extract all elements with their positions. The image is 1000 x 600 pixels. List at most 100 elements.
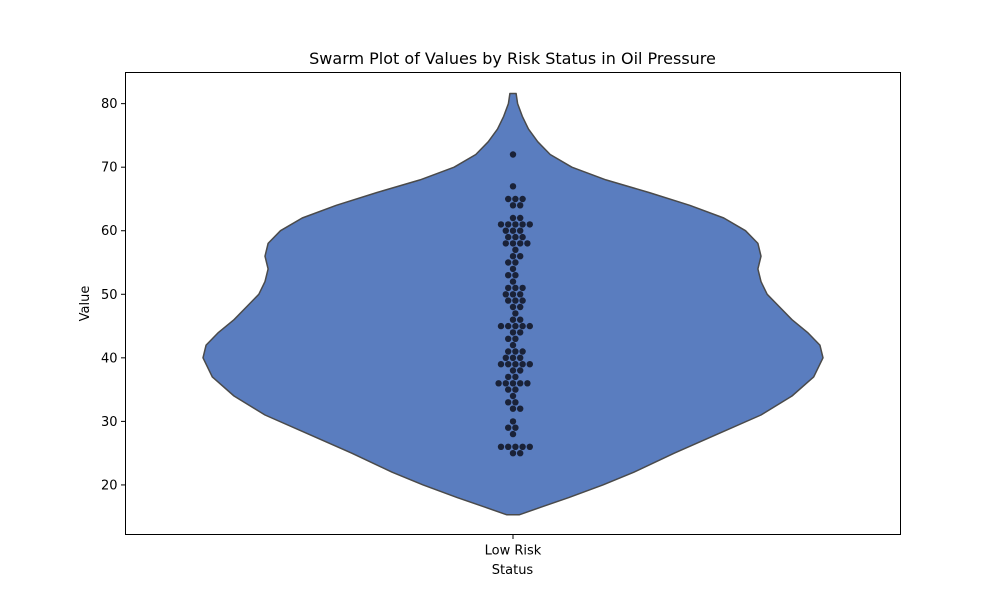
swarm-point — [497, 322, 505, 330]
x-axis-ticks: Low Risk — [485, 534, 542, 559]
swarm-point — [512, 361, 519, 368]
swarm-point — [509, 354, 517, 361]
swarm-point — [505, 399, 512, 406]
y-tick-label: 60 — [101, 224, 118, 239]
y-tick-label: 80 — [101, 97, 118, 112]
swarm-point — [505, 443, 512, 450]
swarm-point — [505, 424, 512, 431]
y-tick-label: 50 — [101, 288, 118, 303]
swarm-point — [517, 380, 524, 387]
y-tick-label: 30 — [101, 415, 118, 430]
swarm-point — [519, 322, 526, 330]
swarm-point — [512, 373, 519, 381]
y-tick-label: 40 — [101, 351, 118, 366]
swarm-point — [509, 450, 517, 457]
swarm-point — [517, 329, 524, 336]
swarm-point — [509, 392, 517, 400]
swarm-point — [509, 430, 517, 438]
swarm-point — [509, 341, 517, 349]
swarm-point — [505, 221, 512, 228]
swarm-point — [497, 443, 505, 450]
swarm-point — [512, 322, 519, 330]
swarm-point — [512, 246, 519, 253]
swarm-point — [512, 221, 519, 228]
swarm-point — [509, 405, 517, 412]
swarm-point — [517, 253, 524, 260]
swarm-point — [505, 386, 512, 393]
swarm-point — [512, 386, 519, 393]
chart-title: Swarm Plot of Values by Risk Status in O… — [309, 49, 716, 68]
y-tick-label: 20 — [101, 478, 118, 493]
swarm-point — [512, 443, 519, 450]
swarm-point — [517, 316, 524, 323]
swarm-point — [509, 316, 517, 323]
swarm-point — [502, 227, 509, 234]
swarm-point — [524, 380, 531, 387]
swarm-point — [512, 399, 519, 406]
swarm-point — [505, 297, 512, 304]
swarm-point — [519, 195, 526, 203]
swarm-point — [497, 221, 505, 228]
swarm-point — [505, 233, 512, 241]
swarm-point — [517, 405, 524, 412]
swarm-point — [509, 278, 517, 285]
swarm-point — [497, 361, 505, 368]
swarm-point — [509, 214, 517, 222]
swarm-point — [512, 284, 519, 292]
swarm-point — [505, 322, 512, 330]
swarm-point — [512, 335, 519, 342]
swarm-point — [509, 367, 517, 374]
swarm-point — [505, 259, 512, 266]
swarm-point — [519, 284, 526, 292]
y-axis-ticks: 20 30 40 50 60 70 80 — [101, 97, 126, 493]
swarm-point — [519, 443, 526, 450]
swarm-point — [509, 265, 517, 273]
swarm-point — [505, 348, 512, 355]
swarm-point — [512, 297, 519, 304]
swarm-point — [512, 348, 519, 355]
swarm-point — [512, 272, 519, 279]
swarm-points-layer — [495, 151, 533, 457]
swarm-point — [519, 221, 526, 228]
swarm-point — [509, 240, 517, 247]
swarm-point — [509, 253, 517, 260]
swarm-point — [505, 284, 512, 292]
swarm-point — [502, 354, 509, 361]
swarm-point — [517, 202, 524, 209]
swarm-point — [512, 310, 519, 317]
swarm-point — [509, 183, 517, 190]
swarm-point — [512, 195, 519, 203]
swarm-point — [512, 259, 519, 266]
swarm-point — [505, 335, 512, 342]
swarm-point — [509, 303, 517, 311]
swarm-point — [526, 443, 533, 450]
y-tick-label: 70 — [101, 161, 118, 176]
swarm-point — [519, 233, 526, 241]
swarm-point — [517, 214, 524, 222]
swarm-point — [517, 291, 524, 298]
swarm-point — [505, 373, 512, 381]
swarm-point — [509, 380, 517, 387]
swarm-point — [505, 195, 512, 203]
swarm-point — [505, 361, 512, 368]
swarm-point — [524, 240, 531, 247]
swarm-point — [509, 202, 517, 209]
swarm-point — [502, 380, 509, 387]
swarm-point — [509, 291, 517, 298]
x-axis-label: Status — [492, 563, 534, 578]
swarm-point — [519, 348, 526, 355]
swarm-point — [509, 418, 517, 425]
swarm-point — [502, 240, 509, 247]
swarm-point — [526, 221, 533, 228]
x-tick-label: Low Risk — [485, 544, 542, 559]
swarm-point — [517, 240, 524, 247]
swarm-point — [509, 329, 517, 336]
swarm-point — [509, 151, 517, 158]
swarm-point — [526, 361, 533, 368]
swarm-point — [509, 227, 517, 234]
swarm-point — [517, 367, 524, 374]
swarm-point — [517, 450, 524, 457]
swarm-point — [512, 424, 519, 431]
